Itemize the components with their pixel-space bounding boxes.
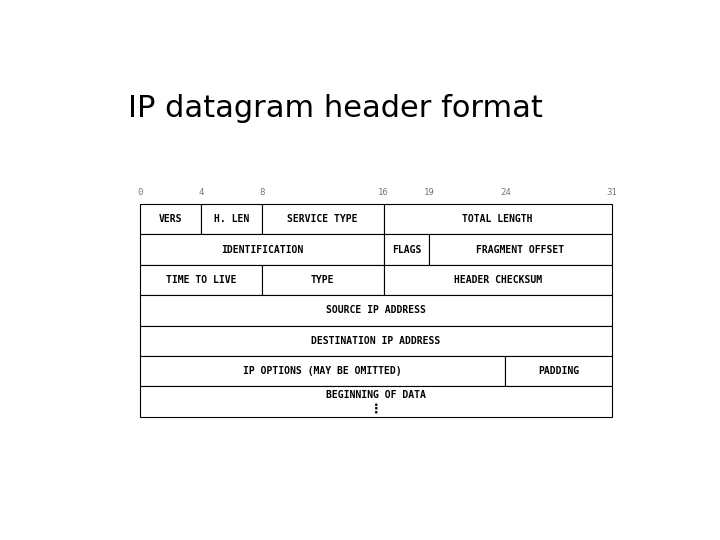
- Text: 19: 19: [424, 187, 435, 197]
- Text: DESTINATION IP ADDRESS: DESTINATION IP ADDRESS: [311, 336, 441, 346]
- Text: IDENTIFICATION: IDENTIFICATION: [221, 245, 303, 255]
- Bar: [140, 386, 612, 416]
- Bar: [505, 356, 612, 386]
- Bar: [140, 326, 612, 356]
- Text: 4: 4: [199, 187, 204, 197]
- Text: FRAGMENT OFFSET: FRAGMENT OFFSET: [477, 245, 564, 255]
- Text: BEGINNING OF DATA: BEGINNING OF DATA: [326, 390, 426, 400]
- Text: SERVICE TYPE: SERVICE TYPE: [287, 214, 358, 224]
- Bar: [140, 265, 262, 295]
- Text: IP datagram header format: IP datagram header format: [128, 94, 543, 123]
- Bar: [429, 234, 612, 265]
- Text: FLAGS: FLAGS: [392, 245, 421, 255]
- Text: VERS: VERS: [159, 214, 182, 224]
- Bar: [201, 204, 262, 234]
- Bar: [140, 234, 384, 265]
- Text: HEADER CHECKSUM: HEADER CHECKSUM: [454, 275, 541, 285]
- Text: PADDING: PADDING: [538, 366, 579, 376]
- Text: IP OPTIONS (MAY BE OMITTED): IP OPTIONS (MAY BE OMITTED): [243, 366, 402, 376]
- Text: 8: 8: [259, 187, 264, 197]
- Text: TOTAL LENGTH: TOTAL LENGTH: [462, 214, 533, 224]
- Bar: [384, 265, 612, 295]
- Text: ⋮: ⋮: [370, 402, 382, 415]
- Text: H. LEN: H. LEN: [214, 214, 249, 224]
- Bar: [262, 265, 384, 295]
- Bar: [140, 356, 505, 386]
- Bar: [384, 234, 429, 265]
- Bar: [262, 204, 384, 234]
- Text: 24: 24: [500, 187, 510, 197]
- Text: 31: 31: [606, 187, 617, 197]
- Bar: [140, 204, 201, 234]
- Bar: [384, 204, 612, 234]
- Text: 0: 0: [138, 187, 143, 197]
- Text: TIME TO LIVE: TIME TO LIVE: [166, 275, 236, 285]
- Bar: [140, 295, 612, 326]
- Text: 16: 16: [378, 187, 389, 197]
- Text: TYPE: TYPE: [311, 275, 335, 285]
- Text: SOURCE IP ADDRESS: SOURCE IP ADDRESS: [326, 305, 426, 315]
